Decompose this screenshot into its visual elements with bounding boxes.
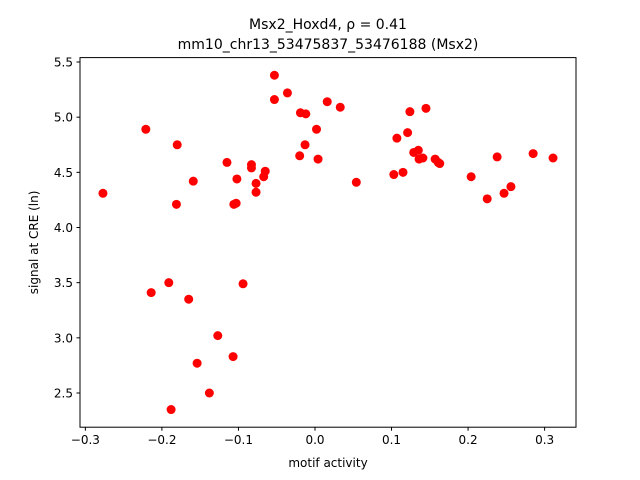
- data-point-20: [251, 178, 261, 188]
- data-point-37: [392, 133, 402, 143]
- data-point-39: [403, 128, 413, 138]
- data-point-42: [413, 145, 423, 155]
- data-point-54: [528, 149, 538, 159]
- data-point-26: [282, 88, 292, 98]
- plot-frame: [79, 57, 577, 428]
- x-tick-label: −0.1: [224, 433, 253, 447]
- x-tick-label: 0.1: [382, 433, 401, 447]
- y-tick-label: 3.0: [54, 331, 73, 345]
- data-point-34: [335, 102, 345, 112]
- data-point-0: [98, 188, 108, 198]
- data-point-48: [435, 159, 445, 169]
- data-point-27: [295, 151, 305, 161]
- y-tick-label: 2.5: [54, 386, 73, 400]
- data-point-11: [213, 331, 223, 341]
- x-tick-label: 0.2: [459, 433, 478, 447]
- scatter-points: [98, 70, 558, 415]
- y-tick-label: 3.5: [54, 276, 73, 290]
- data-point-25: [269, 95, 279, 105]
- y-axis-ticks: 2.5 3.0 3.5 4.0 4.5 5.0 5.5: [54, 56, 80, 400]
- x-tick-label: 0.0: [305, 433, 324, 447]
- data-point-24: [269, 70, 279, 80]
- data-point-35: [351, 177, 361, 187]
- data-point-32: [313, 154, 323, 164]
- chart-subtitle: mm10_chr13_53475837_53476188 (Msx2): [178, 37, 479, 53]
- y-tick-label: 4.5: [54, 166, 73, 180]
- data-point-6: [172, 140, 182, 150]
- data-point-16: [232, 174, 242, 184]
- data-point-21: [251, 187, 261, 197]
- data-point-1: [141, 124, 151, 134]
- y-axis-label: signal at CRE (ln): [27, 191, 41, 295]
- data-point-52: [499, 188, 509, 198]
- data-point-50: [482, 194, 492, 204]
- x-tick-label: 0.3: [535, 433, 554, 447]
- x-axis-label: motif activity: [288, 456, 367, 470]
- data-point-5: [171, 199, 181, 209]
- y-tick-label: 4.0: [54, 221, 73, 235]
- data-point-36: [389, 170, 399, 180]
- data-point-9: [192, 358, 202, 368]
- data-point-17: [238, 279, 248, 289]
- data-point-55: [548, 153, 558, 163]
- data-point-30: [301, 109, 311, 119]
- data-point-4: [166, 405, 176, 415]
- data-point-53: [506, 182, 516, 192]
- data-point-13: [228, 352, 238, 362]
- data-point-10: [204, 388, 214, 398]
- data-point-2: [146, 288, 156, 298]
- data-point-12: [222, 157, 232, 167]
- y-tick-label: 5.0: [54, 111, 73, 125]
- data-point-15: [231, 198, 241, 208]
- data-point-29: [300, 140, 310, 150]
- data-point-31: [312, 124, 322, 134]
- data-point-19: [246, 163, 256, 173]
- data-point-44: [418, 153, 428, 163]
- data-point-49: [466, 172, 476, 182]
- data-point-38: [398, 167, 408, 177]
- data-point-8: [188, 176, 198, 186]
- x-tick-label: −0.3: [71, 433, 100, 447]
- x-axis-ticks: −0.3 −0.2 −0.1 0.0 0.1 0.2 0.3: [71, 427, 554, 447]
- data-point-3: [164, 278, 174, 288]
- data-point-45: [421, 103, 431, 113]
- data-point-33: [322, 97, 332, 107]
- data-point-7: [184, 294, 194, 304]
- data-point-40: [405, 107, 415, 117]
- x-tick-label: −0.2: [147, 433, 176, 447]
- chart-title: Msx2_Hoxd4, ρ = 0.41: [249, 17, 407, 33]
- data-point-51: [492, 152, 502, 162]
- data-point-23: [260, 166, 270, 176]
- y-tick-label: 5.5: [54, 56, 73, 70]
